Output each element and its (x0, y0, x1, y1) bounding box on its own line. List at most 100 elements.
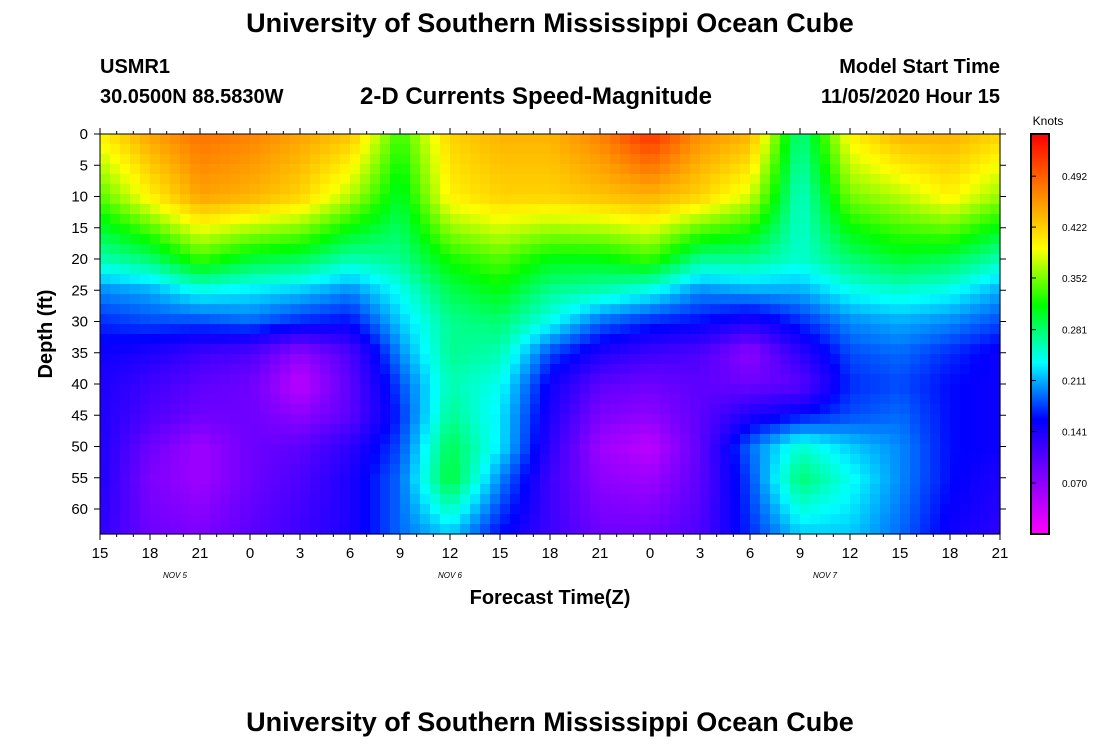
heatmap-cell (750, 294, 761, 305)
heatmap-cell (480, 454, 491, 465)
heatmap-cell (570, 514, 581, 525)
heatmap-cell (530, 174, 541, 185)
heatmap-cell (300, 204, 311, 215)
heatmap-cell (120, 264, 131, 275)
heatmap-cell (580, 194, 591, 205)
heatmap-cell (670, 464, 681, 475)
heatmap-cell (840, 214, 851, 225)
heatmap-cell (780, 134, 791, 145)
heatmap-cell (880, 444, 891, 455)
heatmap-cell (910, 514, 921, 525)
heatmap-cell (490, 324, 501, 335)
heatmap-cell (600, 524, 611, 535)
heatmap-cell (120, 314, 131, 325)
heatmap-cell (210, 504, 221, 515)
heatmap-cell (110, 524, 121, 535)
heatmap-cell (620, 474, 631, 485)
colorbar (1030, 133, 1050, 535)
heatmap-cell (350, 264, 361, 275)
heatmap-cell (910, 474, 921, 485)
heatmap-cell (600, 454, 611, 465)
heatmap-cell (890, 514, 901, 525)
heatmap-cell (800, 314, 811, 325)
heatmap-cell (550, 464, 561, 475)
heatmap-cell (440, 454, 451, 465)
heatmap-cell (510, 214, 521, 225)
heatmap-cell (570, 404, 581, 415)
heatmap-cell (840, 434, 851, 445)
heatmap-cell (570, 314, 581, 325)
heatmap-cell (950, 284, 961, 295)
heatmap-cell (230, 524, 241, 535)
heatmap-cell (160, 224, 171, 235)
heatmap-cell (380, 204, 391, 215)
heatmap-cell (230, 204, 241, 215)
heatmap-cell (710, 244, 721, 255)
heatmap-cell (340, 234, 351, 245)
heatmap-cell (900, 274, 911, 285)
heatmap-cell (220, 414, 231, 425)
heatmap-cell (130, 424, 141, 435)
heatmap-cell (210, 294, 221, 305)
heatmap-cell (710, 404, 721, 415)
heatmap-cell (810, 354, 821, 365)
heatmap-cell (610, 214, 621, 225)
heatmap-cell (130, 254, 141, 265)
heatmap-cell (240, 294, 251, 305)
heatmap-cell (670, 384, 681, 395)
heatmap-cell (300, 434, 311, 445)
heatmap-cell (810, 174, 821, 185)
heatmap-cell (870, 464, 881, 475)
heatmap-cell (870, 144, 881, 155)
heatmap-cell (380, 324, 391, 335)
heatmap-cell (650, 134, 661, 145)
heatmap-cell (570, 464, 581, 475)
heatmap-cell (820, 494, 831, 505)
heatmap-cell (610, 134, 621, 145)
heatmap-cell (690, 224, 701, 235)
heatmap-cell (980, 464, 991, 475)
heatmap-cell (980, 254, 991, 265)
heatmap-cell (430, 204, 441, 215)
heatmap-cell (770, 214, 781, 225)
heatmap-cell (910, 414, 921, 425)
heatmap-cell (160, 204, 171, 215)
heatmap-cell (190, 284, 201, 295)
heatmap-cell (210, 164, 221, 175)
heatmap-cell (260, 274, 271, 285)
heatmap-cell (860, 434, 871, 445)
heatmap-cell (160, 194, 171, 205)
heatmap-cell (690, 424, 701, 435)
heatmap-cell (370, 514, 381, 525)
heatmap-cell (170, 374, 181, 385)
heatmap-cell (110, 304, 121, 315)
heatmap-cell (720, 524, 731, 535)
heatmap-cell (690, 244, 701, 255)
heatmap-cell (370, 404, 381, 415)
heatmap-cell (520, 454, 531, 465)
x-tick-label: 18 (142, 545, 159, 562)
heatmap-cell (990, 284, 1001, 295)
heatmap-cell (900, 304, 911, 315)
heatmap-cell (900, 414, 911, 425)
heatmap-cell (300, 174, 311, 185)
heatmap-cell (780, 354, 791, 365)
heatmap-cell (860, 494, 871, 505)
heatmap-cell (450, 494, 461, 505)
heatmap-cell (370, 304, 381, 315)
heatmap-cell (310, 324, 321, 335)
heatmap-cell (860, 484, 871, 495)
heatmap-cell (420, 464, 431, 475)
heatmap-cell (250, 274, 261, 285)
heatmap-cell (310, 464, 321, 475)
heatmap-cell (100, 344, 111, 355)
heatmap-cell (980, 304, 991, 315)
heatmap-cell (760, 484, 771, 495)
heatmap-cell (640, 414, 651, 425)
heatmap-cell (720, 414, 731, 425)
heatmap-cell (820, 324, 831, 335)
heatmap-cell (750, 204, 761, 215)
heatmap-cell (420, 444, 431, 455)
heatmap-cell (230, 314, 241, 325)
heatmap-cell (530, 414, 541, 425)
